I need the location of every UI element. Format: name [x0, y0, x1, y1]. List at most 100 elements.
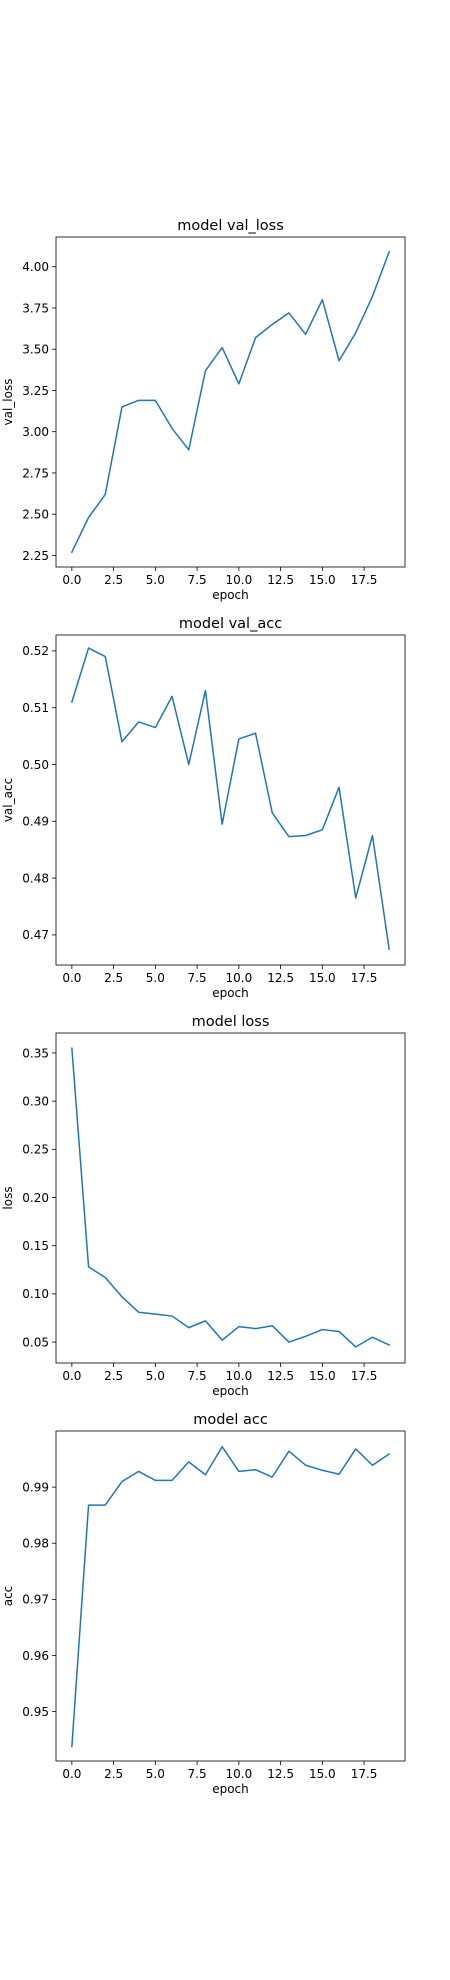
- x-tick-label: 2.5: [104, 971, 123, 985]
- data-point: [87, 1265, 90, 1268]
- x-tick-label: 17.5: [351, 573, 378, 587]
- data-point: [170, 427, 173, 430]
- data-point: [254, 1468, 257, 1471]
- data-point: [237, 382, 240, 385]
- data-point: [337, 1473, 340, 1476]
- x-tick-label: 15.0: [309, 1369, 336, 1383]
- y-tick-label: 0.95: [22, 1705, 49, 1719]
- x-tick-label: 10.0: [225, 1767, 252, 1781]
- chart-panel-2: model val_acc 0.0 2.5 5.0 7.5 10.0 12.5 15.0 17.…: [1, 616, 406, 1000]
- y-tick-label: 3.00: [22, 425, 49, 439]
- x-tick-label: 15.0: [309, 573, 336, 587]
- x-tick-label: 7.5: [188, 971, 207, 985]
- chart-title: model val_acc: [179, 616, 282, 632]
- data-point: [137, 399, 140, 402]
- data-point: [104, 655, 107, 658]
- data-point: [254, 1327, 257, 1330]
- x-axis-label: epoch: [212, 986, 249, 1000]
- y-tick-label: 0.48: [22, 871, 49, 885]
- x-axis-label: epoch: [212, 588, 249, 602]
- data-point: [388, 947, 391, 950]
- x-tick-label: 0.0: [62, 573, 81, 587]
- data-point: [187, 1460, 190, 1463]
- data-point: [187, 1326, 190, 1329]
- y-tick-label: 0.15: [22, 1239, 49, 1253]
- x-tick-label: 12.5: [267, 573, 294, 587]
- data-point: [354, 896, 357, 899]
- data-point: [70, 1745, 73, 1748]
- x-tick-label: 2.5: [104, 1767, 123, 1781]
- data-point: [221, 346, 224, 349]
- data-point: [204, 1473, 207, 1476]
- data-point: [170, 1479, 173, 1482]
- data-point: [271, 811, 274, 814]
- x-tick-label: 5.0: [146, 573, 165, 587]
- data-point: [104, 1276, 107, 1279]
- data-point: [137, 720, 140, 723]
- data-point: [221, 823, 224, 826]
- x-tick-label: 7.5: [188, 1369, 207, 1383]
- y-tick-label: 0.97: [22, 1593, 49, 1607]
- data-point: [204, 369, 207, 372]
- x-tick-label: 12.5: [267, 971, 294, 985]
- data-point: [154, 1313, 157, 1316]
- x-tick-label: 17.5: [351, 1767, 378, 1781]
- data-point: [237, 737, 240, 740]
- y-tick-label: 0.10: [22, 1287, 49, 1301]
- x-tick-label: 10.0: [225, 1369, 252, 1383]
- y-tick-label: 0.51: [22, 701, 49, 715]
- data-point: [321, 1328, 324, 1331]
- data-point: [337, 359, 340, 362]
- data-point: [287, 835, 290, 838]
- y-tick-label: 3.75: [22, 301, 49, 315]
- chart-title: model acc: [193, 1412, 268, 1428]
- y-tick-label: 0.49: [22, 815, 49, 829]
- y-tick-label: 2.25: [22, 549, 49, 563]
- data-point: [271, 323, 274, 326]
- data-point: [371, 1464, 374, 1467]
- y-tick-label: 3.25: [22, 384, 49, 398]
- data-point: [254, 336, 257, 339]
- chart-panel-3: model loss 0.0 2.5 5.0 7.5 10.0 12.5 15.0 17.5 0.…: [1, 1014, 406, 1398]
- data-point: [120, 1295, 123, 1298]
- x-tick-label: 7.5: [188, 573, 207, 587]
- y-tick-label: 0.35: [22, 1046, 49, 1060]
- y-tick-label: 0.52: [22, 644, 49, 658]
- series-line: [70, 647, 390, 950]
- data-point: [371, 834, 374, 837]
- data-point: [221, 1339, 224, 1342]
- data-point: [221, 1445, 224, 1448]
- plot-frame: [55, 634, 406, 966]
- y-tick-label: 0.20: [22, 1191, 49, 1205]
- y-tick-label: 0.96: [22, 1649, 49, 1663]
- x-tick-label: 10.0: [225, 573, 252, 587]
- x-axis-label: epoch: [212, 1384, 249, 1398]
- data-point: [154, 399, 157, 402]
- x-tick-label: 0.0: [62, 971, 81, 985]
- x-tick-label: 15.0: [309, 1767, 336, 1781]
- series-line: [70, 250, 391, 554]
- x-tick-label: 0.0: [62, 1767, 81, 1781]
- x-tick-label: 12.5: [267, 1767, 294, 1781]
- data-point: [137, 1470, 140, 1473]
- x-tick-label: 5.0: [146, 1369, 165, 1383]
- data-point: [304, 1335, 307, 1338]
- data-point: [304, 834, 307, 837]
- data-point: [170, 1314, 173, 1317]
- data-point: [271, 1324, 274, 1327]
- data-point: [237, 1470, 240, 1473]
- chart-panel-4: model acc 0.0 2.5 5.0 7.5 10.0 12.5 15.0 17.5 0.9…: [1, 1412, 406, 1796]
- data-point: [321, 1469, 324, 1472]
- data-point: [204, 689, 207, 692]
- series-line: [71, 1445, 391, 1748]
- data-point: [87, 646, 90, 649]
- data-point: [371, 1336, 374, 1339]
- data-point: [187, 448, 190, 451]
- data-point: [104, 1503, 107, 1506]
- data-point: [388, 1452, 391, 1455]
- y-axis-label: val_acc: [1, 778, 15, 822]
- x-tick-label: 2.5: [104, 1369, 123, 1383]
- series-line: [71, 1047, 391, 1348]
- data-point: [187, 763, 190, 766]
- chart-panel-1: model val_loss 0.0 2.5 5.0 7.5 10.0 12.5 15.0 17…: [1, 218, 406, 602]
